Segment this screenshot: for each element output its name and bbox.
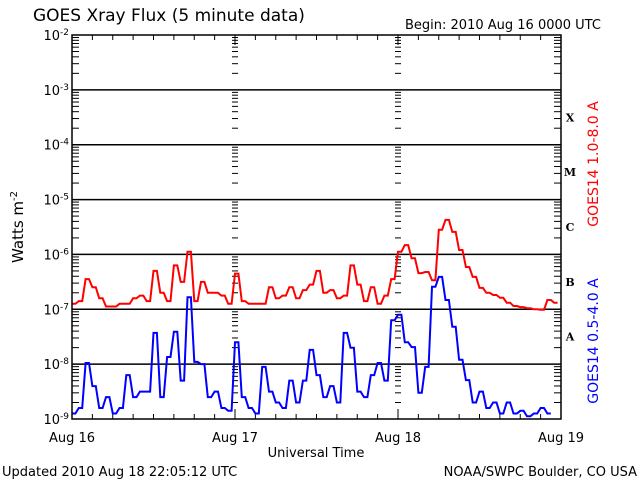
x-tick-label: Aug 16 (49, 431, 95, 446)
y-tick-base: 10 (43, 29, 60, 44)
axis-ticks (71, 35, 562, 419)
x-axis-label: Universal Time (268, 446, 365, 461)
y-tick-label: 10-6 (43, 247, 69, 263)
y-tick-base: 10 (43, 248, 60, 263)
y-tick-exponent: -5 (60, 193, 69, 203)
y-tick-labels: 10-210-310-410-510-610-710-810-9 (43, 28, 69, 428)
flare-class-label: B (565, 276, 574, 289)
series-group (72, 218, 558, 418)
y-axis-label-base: Watts m (9, 201, 27, 263)
y-tick-label: 10-4 (43, 138, 69, 154)
y-tick-label: 10-5 (43, 193, 69, 209)
y-tick-label: 10-3 (43, 83, 69, 99)
y-tick-label: 10-7 (43, 302, 69, 318)
y-tick-exponent: -8 (60, 357, 69, 367)
y-tick-base: 10 (43, 303, 60, 318)
x-tick-label: Aug 19 (538, 431, 584, 446)
y-tick-label: 10-8 (43, 357, 69, 373)
flare-class-label: M (564, 166, 576, 179)
flare-class-label: A (565, 331, 575, 344)
y-axis-label: Watts m-2 (9, 191, 27, 263)
y-tick-label: 10-2 (43, 28, 69, 44)
y-tick-exponent: -3 (60, 83, 69, 93)
y-tick-base: 10 (43, 413, 60, 428)
flare-class-labels: X M C B A (564, 111, 576, 343)
x-tick-label: Aug 18 (375, 431, 421, 446)
updated-timestamp: Updated 2010 Aug 18 22:05:12 UTC (2, 465, 237, 480)
y-tick-base: 10 (43, 84, 60, 99)
y-tick-base: 10 (43, 358, 60, 373)
x-tick-label: Aug 17 (212, 431, 258, 446)
chart-title: GOES Xray Flux (5 minute data) (33, 6, 305, 26)
y-tick-exponent: -6 (60, 247, 69, 257)
y-tick-base: 10 (43, 194, 60, 209)
legend-short-channel: GOES14 0.5-4.0 A (586, 278, 602, 404)
credit-label: NOAA/SWPC Boulder, CO USA (444, 465, 637, 480)
plot-frame (71, 34, 562, 420)
grid (72, 89, 561, 365)
y-tick-exponent: -4 (60, 138, 69, 148)
y-tick-label: 10-9 (43, 412, 69, 428)
flare-class-label: C (566, 221, 575, 234)
y-tick-exponent: -9 (60, 412, 69, 422)
flare-class-label: X (566, 111, 575, 124)
x-tick-labels: Aug 16 Aug 17 Aug 18 Aug 19 (49, 431, 584, 446)
y-tick-exponent: -7 (60, 302, 69, 312)
y-axis-label-exp: -2 (9, 191, 20, 201)
legend-long-channel: GOES14 1.0-8.0 A (586, 101, 602, 227)
y-tick-exponent: -2 (60, 28, 69, 38)
begin-label: Begin: 2010 Aug 16 0000 UTC (405, 18, 601, 33)
series-line (72, 275, 551, 418)
series-line (72, 218, 558, 311)
y-tick-base: 10 (43, 139, 60, 154)
